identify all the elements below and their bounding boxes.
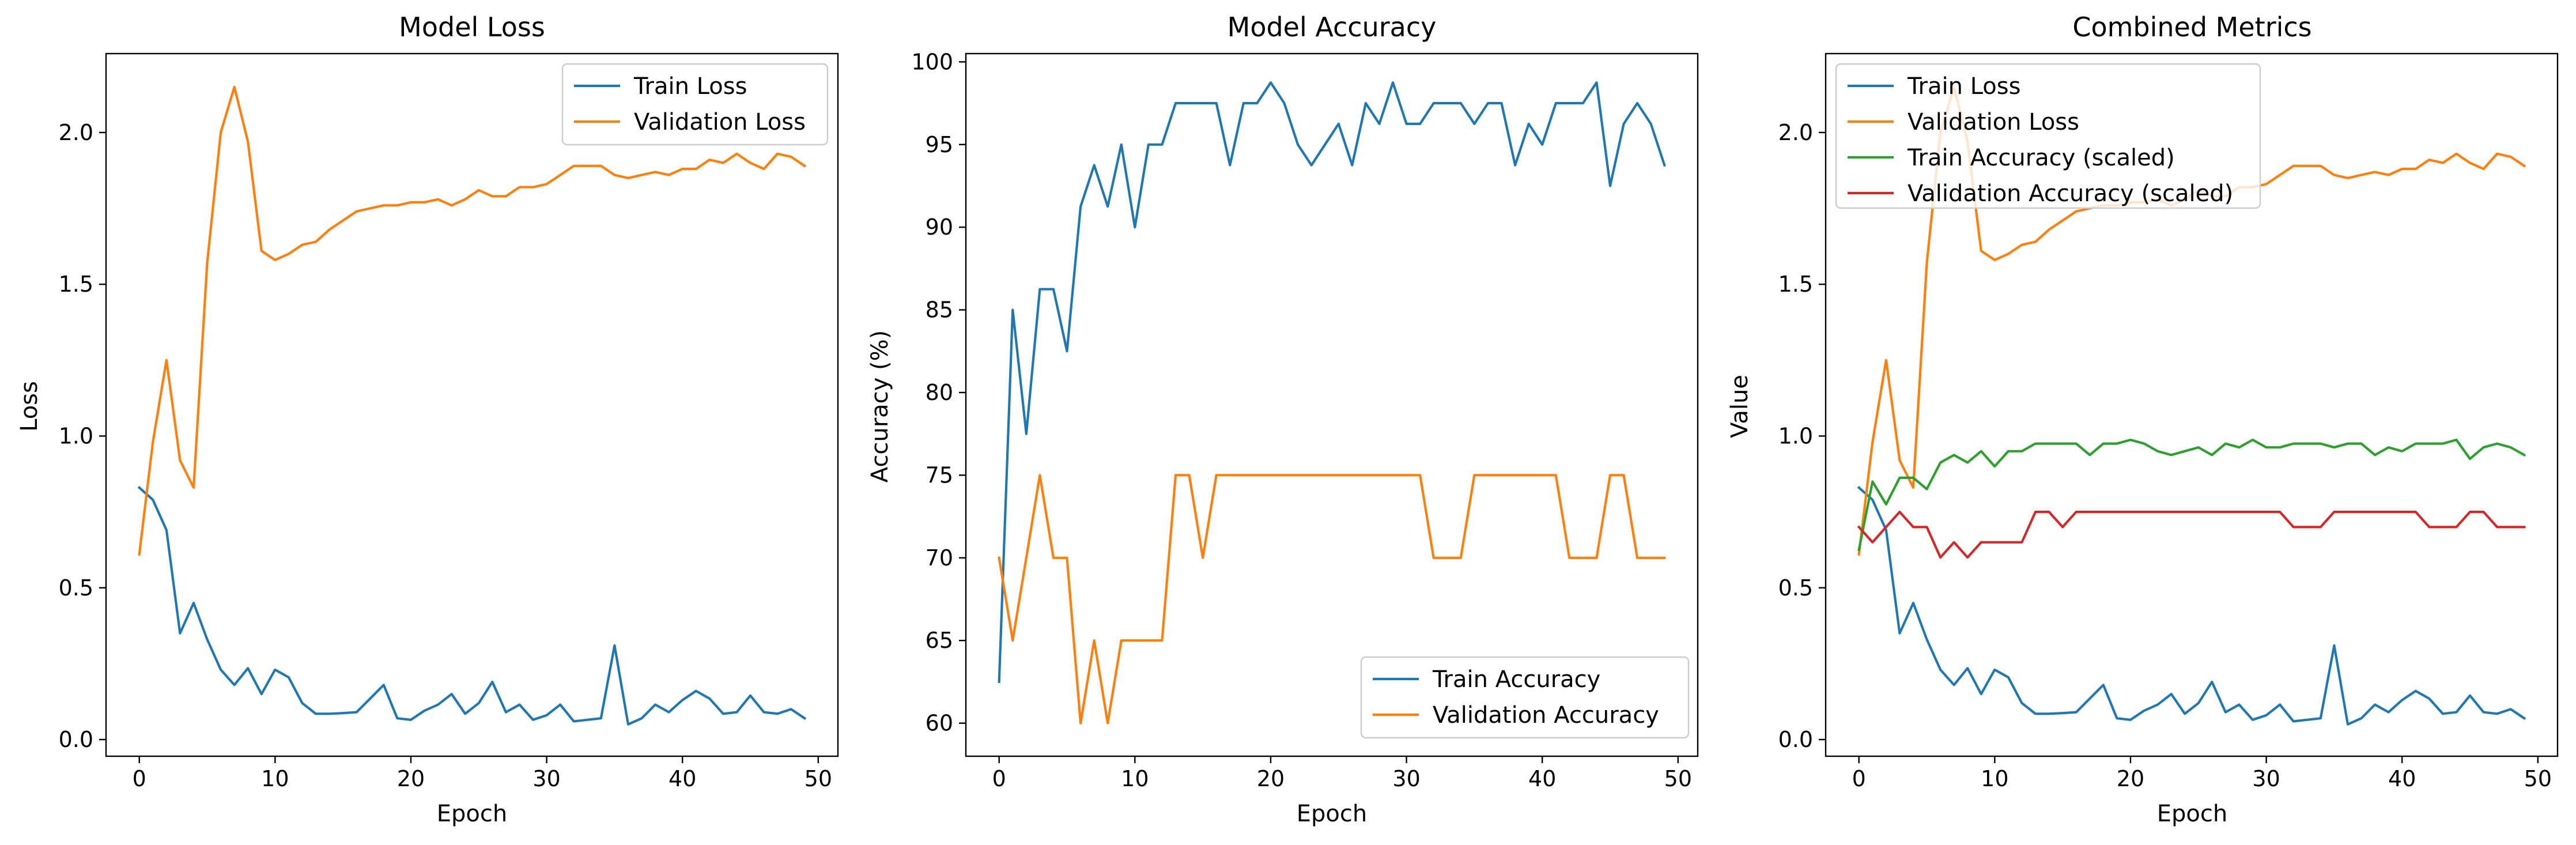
model-accuracy-y-tick-label: 60: [926, 711, 953, 736]
model-accuracy-y-tick-label: 90: [926, 214, 953, 240]
combined-metrics-x-tick-label: 10: [1981, 766, 2008, 791]
model-accuracy-y-tick-label: 75: [926, 462, 953, 488]
model-accuracy-legend-label: Train Accuracy: [1432, 666, 1600, 693]
model-loss-legend-label: Train Loss: [633, 73, 747, 100]
combined-metrics-legend-label: Train Loss: [1907, 73, 2020, 100]
combined-metrics-y-tick-label: 1.5: [1778, 271, 1813, 297]
model-accuracy-y-tick-label: 85: [926, 297, 953, 323]
combined-metrics-x-tick-label: 30: [2252, 766, 2280, 791]
model-loss-y-tick-label: 0.0: [59, 727, 93, 752]
model-loss-ylabel: Loss: [16, 381, 43, 432]
combined-metrics-panel: Combined Metrics Epoch Value 0 10 20 30 40 50…: [1727, 12, 2559, 827]
combined-metrics-title: Combined Metrics: [2072, 12, 2311, 43]
model-accuracy-x-tick-label: 40: [1528, 766, 1556, 791]
combined-metrics-xlabel: Epoch: [2157, 801, 2227, 827]
model-loss-legend-label: Validation Loss: [634, 109, 806, 135]
model-accuracy-x-tick-label: 30: [1392, 766, 1420, 791]
model-accuracy-x-tick-label: 50: [1664, 766, 1692, 791]
combined-metrics-axes-frame: [1825, 52, 2559, 757]
model-accuracy-legend: [1360, 656, 1690, 739]
model-accuracy-validation-accuracy-line: [998, 474, 1666, 725]
model-loss-legend: [561, 63, 829, 146]
model-loss-title: Model Loss: [399, 12, 545, 43]
model-loss-panel: Model Loss Epoch Loss 0 10 20 30 40 50 0.0 0.5 1…: [16, 12, 839, 827]
model-accuracy-y-tick-label: 95: [926, 132, 953, 157]
model-accuracy-x-tick-label: 10: [1121, 766, 1149, 791]
combined-metrics-legend-label: Validation Loss: [1908, 109, 2079, 135]
combined-metrics-x-tick-label: 40: [2388, 766, 2416, 791]
model-accuracy-title: Model Accuracy: [1227, 12, 1437, 43]
combined-metrics-y-tick-label: 0.0: [1778, 727, 1813, 752]
model-accuracy-xlabel: Epoch: [1297, 801, 1367, 827]
model-loss-x-tick-label: 20: [397, 766, 425, 791]
combined-metrics-train-loss-line: [1857, 486, 2526, 726]
model-accuracy-ylabel: Accuracy (%): [867, 330, 893, 483]
combined-metrics-y-tick-label: 1.0: [1778, 423, 1813, 448]
model-loss-y-tick-label: 2.0: [59, 120, 93, 145]
model-accuracy-x-tick-label: 20: [1257, 766, 1285, 791]
model-loss-train-loss-line: [137, 486, 807, 726]
combined-metrics-legend-label: Validation Accuracy (scaled): [1908, 180, 2233, 207]
combined-metrics-x-tick-label: 50: [2524, 766, 2552, 791]
model-accuracy-axes-frame: [965, 52, 1699, 757]
model-loss-y-tick-label: 1.5: [59, 271, 93, 297]
combined-metrics-validation-accuracy-scaled-line: [1857, 510, 2526, 559]
model-loss-xlabel: Epoch: [437, 801, 507, 827]
model-accuracy-y-tick-label: 70: [926, 545, 953, 571]
model-loss-validation-loss-line: [138, 85, 807, 556]
combined-metrics-x-tick-label: 0: [1852, 766, 1866, 791]
model-accuracy-legend-label: Validation Accuracy: [1433, 702, 1659, 729]
combined-metrics-y-tick-label: 0.5: [1778, 575, 1813, 601]
model-accuracy-y-tick-label: 100: [911, 49, 953, 74]
model-loss-x-tick-label: 40: [668, 766, 696, 791]
model-loss-axes-frame: [105, 52, 839, 757]
model-loss-x-tick-label: 30: [532, 766, 560, 791]
combined-metrics-legend: [1835, 63, 2261, 209]
model-accuracy-y-tick-label: 65: [926, 628, 953, 653]
model-accuracy-panel: Model Accuracy Epoch Accuracy (%) 0 10 20 3…: [867, 12, 1699, 827]
combined-metrics-y-tick-label: 2.0: [1778, 120, 1813, 145]
model-loss-x-tick-label: 10: [261, 766, 289, 791]
model-accuracy-y-tick-label: 80: [926, 380, 953, 405]
model-loss-x-tick-label: 0: [133, 766, 146, 791]
model-accuracy-train-accuracy-line: [998, 81, 1666, 684]
combined-metrics-train-accuracy-scaled-line: [1857, 438, 2526, 552]
model-loss-y-tick-label: 1.0: [59, 423, 93, 448]
combined-metrics-ylabel: Value: [1727, 375, 1753, 438]
combined-metrics-legend-label: Train Accuracy (scaled): [1907, 145, 2175, 171]
model-accuracy-x-tick-label: 0: [992, 766, 1006, 791]
combined-metrics-x-tick-label: 20: [2117, 766, 2144, 791]
model-loss-y-tick-label: 0.5: [59, 575, 93, 601]
model-loss-x-tick-label: 50: [804, 766, 832, 791]
